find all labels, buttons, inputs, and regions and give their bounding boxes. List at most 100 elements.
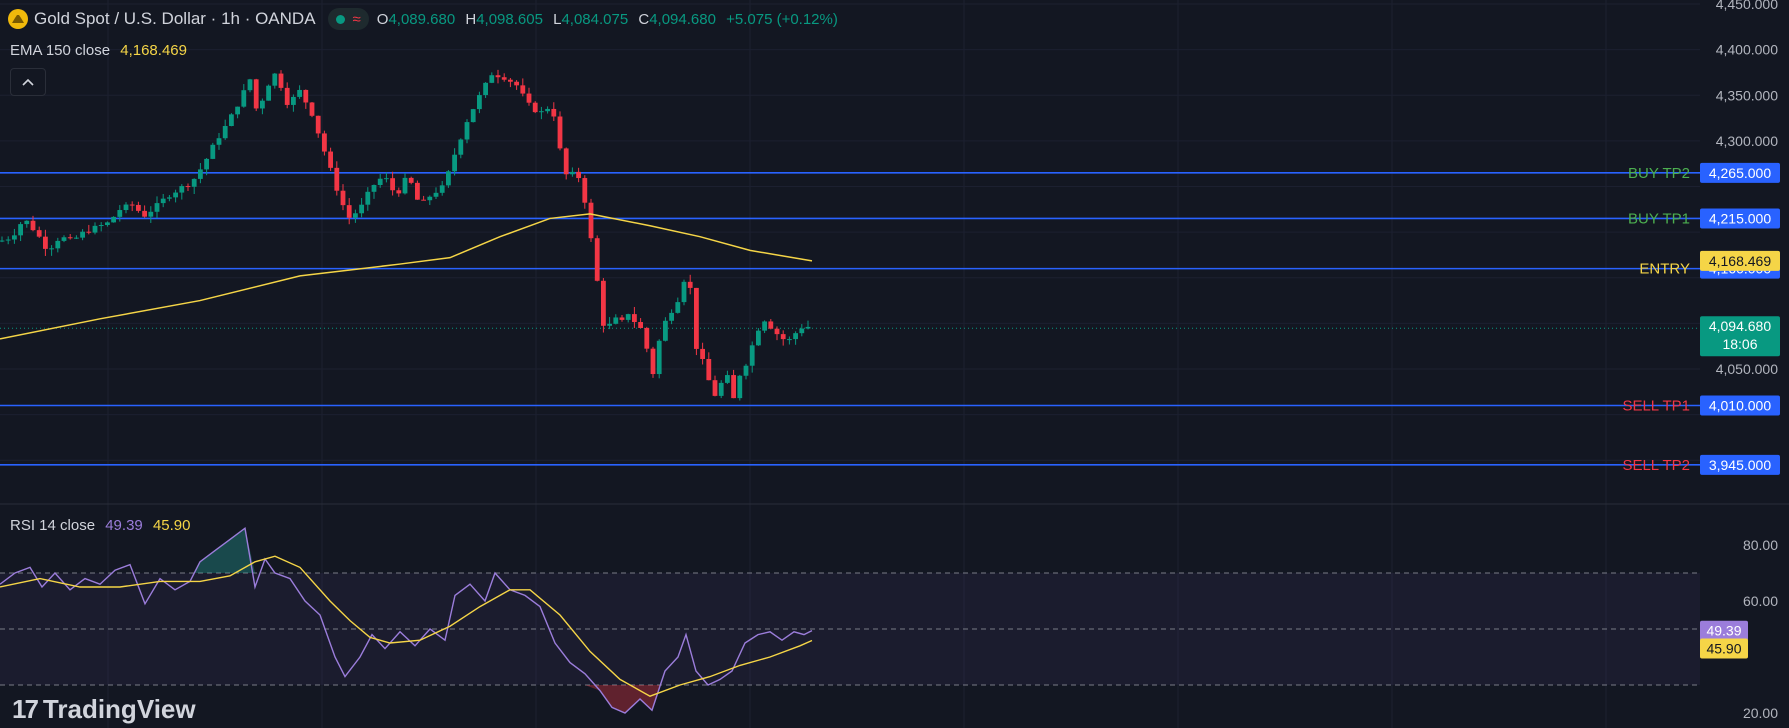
candle-body	[687, 281, 693, 288]
ema-price-label: 4,168.469	[1709, 253, 1771, 269]
candle-body	[433, 192, 439, 197]
candle-body	[136, 204, 141, 211]
candle-body	[539, 111, 544, 113]
close-label: C	[638, 10, 650, 28]
candle-body	[74, 237, 79, 239]
candle-body	[669, 312, 674, 321]
candle-body	[551, 108, 557, 117]
candle-body	[117, 210, 123, 217]
candle-body	[446, 171, 451, 186]
ema-legend-value: 4,168.469	[120, 42, 187, 59]
price-panel: BUY TP2 BUY TP1 ENTRY SELL TP1 SELL TP2	[0, 69, 1700, 474]
candle-body	[787, 339, 792, 341]
rsi-legend-value: 49.39	[105, 517, 143, 534]
symbol-header: Gold Spot / U.S. Dollar · 1h · OANDA ≈ O…	[8, 6, 844, 32]
tradingview-logo[interactable]: 17 TradingView	[12, 694, 196, 725]
rsi-legend-name: RSI 14 close	[10, 517, 96, 534]
close-value: 4,094.680	[649, 10, 716, 28]
candle-body	[24, 220, 30, 225]
candle-body	[576, 171, 581, 179]
candle-body	[508, 79, 513, 82]
candle-body	[309, 102, 315, 116]
candle-body	[793, 333, 798, 340]
candle-body	[291, 96, 296, 105]
candle-body	[67, 237, 73, 239]
candle-body	[675, 302, 681, 313]
candle-body	[303, 89, 309, 103]
candle-body	[160, 198, 166, 204]
symbol-title[interactable]: Gold Spot / U.S. Dollar · 1h · OANDA	[34, 9, 316, 28]
candle-body	[55, 240, 61, 249]
candle-body	[402, 177, 408, 194]
candle-body	[712, 380, 718, 396]
rsi-value-label: 49.39	[1706, 623, 1741, 639]
high-label: H	[465, 10, 477, 28]
level-price-box	[1700, 454, 1780, 475]
candle-body	[229, 114, 234, 127]
candle-body	[588, 202, 594, 239]
candle-body	[613, 317, 619, 324]
level-price-label: 4,265.000	[1709, 165, 1771, 181]
candle-body	[346, 205, 352, 218]
candle-body	[415, 182, 420, 200]
collapse-legend-button[interactable]	[10, 68, 46, 96]
candle-body	[278, 73, 284, 88]
candle-body	[86, 231, 92, 233]
candle-body	[514, 81, 519, 86]
rsi-tick-label: 60.00	[1743, 593, 1778, 609]
candle-body	[5, 239, 11, 241]
candle-body	[582, 178, 588, 203]
market-status-pill[interactable]: ≈	[327, 8, 369, 30]
candle-body	[408, 177, 414, 183]
candle-body	[731, 375, 736, 399]
candle-body	[638, 322, 643, 328]
level-price-label: 4,010.000	[1709, 398, 1771, 414]
candle-body	[625, 314, 631, 320]
candle-body	[520, 85, 526, 94]
candle-body	[384, 178, 389, 180]
candle-body	[12, 235, 17, 240]
ohlc-values: O4,089.680 H4,098.605 L4,084.075 C4,094.…	[377, 11, 844, 28]
candle-body	[700, 348, 705, 359]
rsi-overbought-fill	[195, 528, 258, 573]
candle-body	[718, 382, 724, 396]
level-price-box	[1700, 162, 1780, 183]
candle-body	[266, 85, 271, 101]
candle-body	[439, 185, 445, 193]
candle-body	[762, 321, 767, 331]
candle-body	[98, 225, 104, 227]
candle-body	[768, 321, 774, 329]
candle-body	[563, 148, 569, 175]
candle-body	[545, 108, 550, 112]
candle-body	[799, 328, 805, 334]
rsi-ma-legend-value: 45.90	[152, 517, 191, 534]
candle-body	[601, 280, 606, 326]
candle-body	[756, 330, 761, 346]
candle-body	[706, 358, 712, 381]
gold-coin-icon	[8, 9, 28, 29]
candle-body	[427, 196, 433, 201]
rsi-legend[interactable]: RSI 14 close 49.39 45.90	[10, 517, 190, 534]
price-tick-label: 4,350.000	[1716, 87, 1778, 103]
ema-150-line	[0, 213, 813, 340]
candle-body	[774, 328, 780, 335]
candle-body	[458, 139, 464, 155]
candle-body	[43, 236, 48, 249]
level-price-box	[1700, 395, 1780, 416]
candle-body	[105, 222, 110, 226]
high-value: 4,098.605	[476, 10, 543, 28]
candle-body	[377, 178, 383, 186]
candle-body	[619, 317, 625, 320]
candle-body	[532, 102, 538, 113]
level-price-label: 3,945.000	[1709, 457, 1771, 473]
level-price-box	[1700, 208, 1780, 229]
candle-body	[297, 89, 302, 97]
market-open-dot-icon	[335, 14, 345, 24]
candle-body	[359, 204, 364, 214]
ema-legend[interactable]: EMA 150 close 4,168.469	[10, 42, 187, 59]
ema-legend-name: EMA 150 close	[10, 42, 111, 59]
candle-body	[464, 122, 470, 140]
chevron-up-icon	[22, 78, 34, 86]
